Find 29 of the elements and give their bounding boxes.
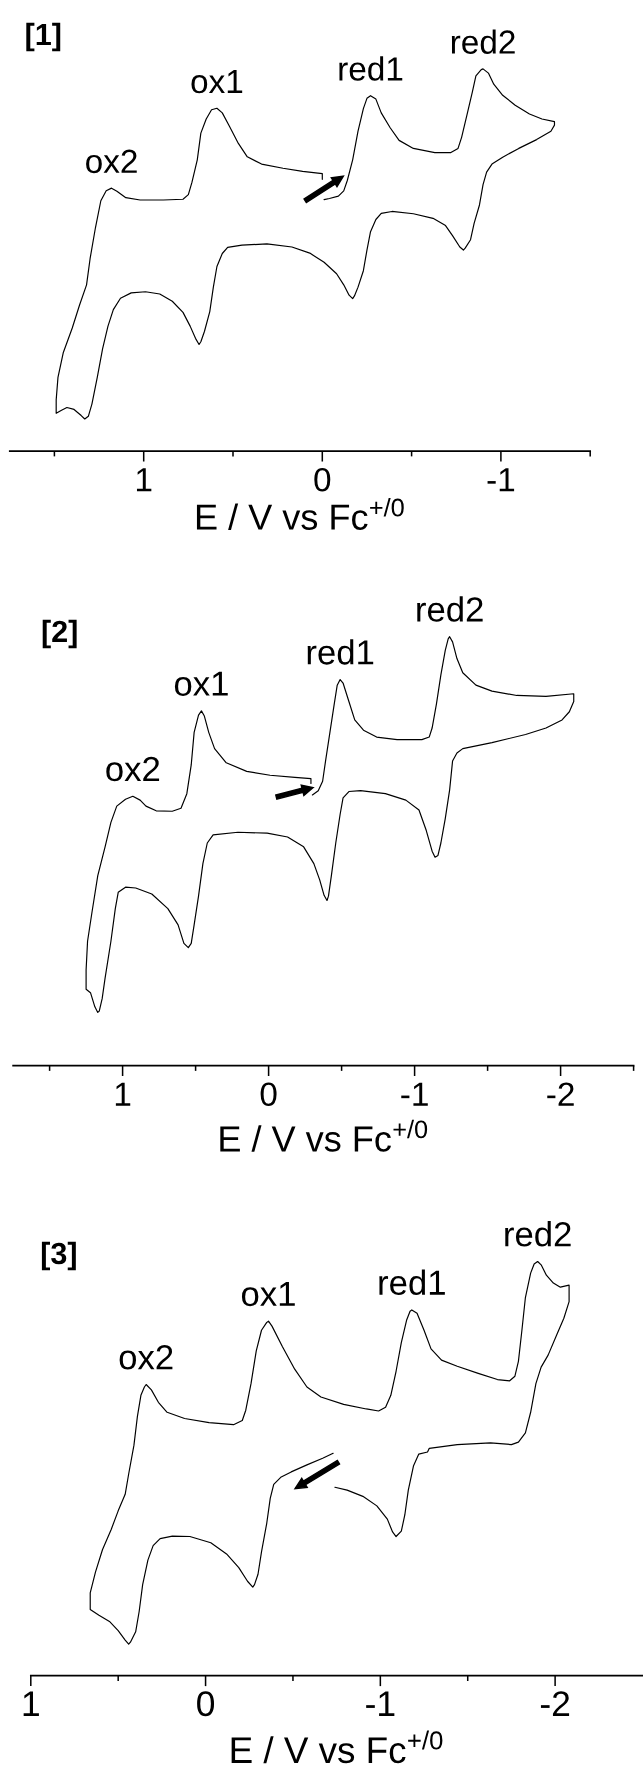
annotation: red2 xyxy=(417,596,483,622)
annotation: ox1 xyxy=(241,1281,295,1307)
annotation: red1 xyxy=(307,639,374,665)
annotation: red2 xyxy=(505,1221,571,1247)
x-tick-label: 0 xyxy=(260,1082,277,1107)
x-tick-label: 1 xyxy=(23,1691,39,1716)
x-tick-label: 1 xyxy=(136,468,152,492)
annotation: ox1 xyxy=(174,671,228,696)
annotation: ox1 xyxy=(191,70,243,94)
x-tick-label: 0 xyxy=(197,1691,215,1717)
x-axis-title: E / V vs Fc$^{+/0}$ xyxy=(220,1119,428,1152)
annotation: ox2 xyxy=(119,1344,173,1370)
x-tick-label: -1 xyxy=(366,1691,395,1716)
annotation: red1 xyxy=(379,1269,445,1296)
annotation: red1 xyxy=(339,56,403,81)
chart-title: [3] xyxy=(41,1241,76,1271)
chart-title: [1] xyxy=(26,22,61,52)
x-tick-label: -1 xyxy=(487,468,515,492)
annotation: red2 xyxy=(451,29,515,54)
x-tick-label: -1 xyxy=(401,1082,428,1106)
x-axis-title: E / V vs Fc$^{+/0}$ xyxy=(231,1730,443,1764)
annotation: ox2 xyxy=(106,756,160,782)
annotation: ox2 xyxy=(86,149,137,174)
chart-title: [2] xyxy=(42,619,77,649)
x-tick-label: -2 xyxy=(547,1082,574,1106)
x-axis-title: E / V vs Fc$^{+/0}$ xyxy=(196,497,404,530)
x-tick-label: 1 xyxy=(115,1082,131,1106)
x-tick-label: 0 xyxy=(314,467,331,492)
x-tick-label: -2 xyxy=(540,1691,570,1716)
